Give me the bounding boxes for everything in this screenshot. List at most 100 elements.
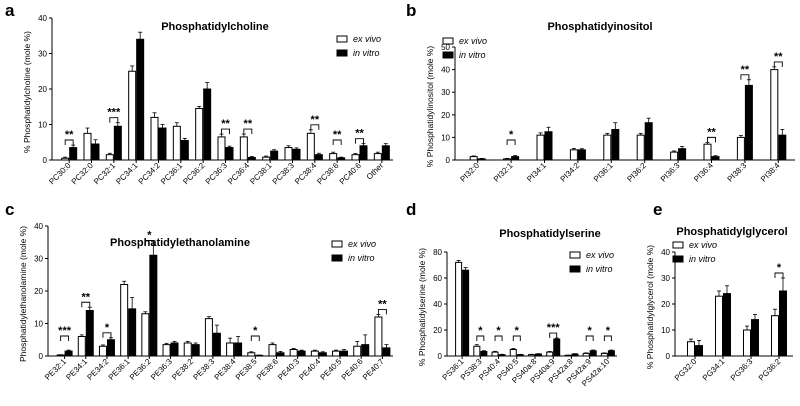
significance-bracket — [512, 335, 521, 341]
significance-marker: * — [606, 325, 611, 337]
significance-marker: ** — [82, 291, 91, 303]
y-tick-label: 0 — [438, 352, 443, 361]
bar-in-vitro — [203, 88, 212, 161]
x-tick-label: PI32:0 — [458, 161, 481, 184]
significance-marker: * — [515, 325, 520, 337]
bar-ex-vivo — [83, 132, 92, 161]
significance-bracket — [332, 139, 342, 145]
x-tick-label: PI36:1 — [592, 161, 615, 184]
significance-marker: ** — [311, 114, 320, 126]
panel-label: b — [406, 1, 416, 20]
significance-bracket — [64, 139, 74, 145]
x-tick-label: PG36:3 — [729, 357, 755, 383]
panel-title: Phosphatidylcholine — [161, 21, 269, 33]
bar-ex-vivo — [105, 154, 114, 161]
significance-marker: * — [478, 325, 483, 337]
significance-bracket — [310, 124, 320, 130]
significance-bracket — [585, 335, 594, 341]
significance-bracket — [221, 128, 230, 135]
significance-marker: ** — [244, 118, 253, 130]
x-tick-label: PE40:7 — [361, 357, 386, 382]
x-tick-label: PG34:1 — [701, 357, 727, 383]
bar-ex-vivo — [150, 116, 159, 161]
bar-ex-vivo — [353, 345, 362, 357]
significance-bracket — [144, 240, 154, 246]
x-tick-label: PC36:4 — [226, 161, 252, 187]
x-tick-label: PC34:1 — [114, 161, 140, 187]
x-tick-label: PC32:0 — [70, 161, 96, 187]
significance-bracket — [250, 335, 260, 341]
bar-in-vitro — [212, 332, 221, 357]
x-tick-label: PE38:3 — [191, 357, 216, 382]
significance-bracket — [740, 74, 750, 80]
panel-label: e — [653, 200, 662, 219]
bar-ex-vivo — [183, 342, 192, 357]
x-tick-label: PC32:1 — [92, 161, 118, 187]
significance-bracket — [476, 335, 485, 341]
bar-in-vitro — [516, 354, 524, 357]
legend-label: in vitro — [348, 253, 375, 263]
y-tick-label: 60 — [433, 274, 442, 283]
y-tick-label: 80 — [433, 248, 442, 257]
x-tick-label: PC38:3 — [271, 161, 297, 187]
bar-in-vitro — [191, 344, 200, 357]
bar-ex-vivo — [262, 156, 271, 161]
bar-in-vitro — [644, 122, 653, 161]
legend-swatch-in-vitro — [442, 51, 454, 59]
bar-ex-vivo — [351, 154, 360, 161]
bar-in-vitro — [170, 342, 179, 357]
bar-ex-vivo — [204, 318, 213, 357]
significance-marker: * — [147, 230, 152, 242]
bar-ex-vivo — [743, 329, 751, 357]
significance-marker: ** — [65, 129, 74, 141]
legend-swatch-ex-vivo — [569, 251, 581, 259]
bar-in-vitro — [225, 147, 234, 161]
bar-ex-vivo — [332, 350, 341, 357]
bar-ex-vivo — [289, 349, 298, 357]
y-tick-label: 20 — [661, 300, 670, 309]
x-tick-label: PI34:1 — [525, 161, 548, 184]
panel-c: c Phosphatidylethanolamine 0 10 20 30 40 Phosph… — [5, 200, 393, 382]
bar-ex-vivo — [491, 351, 499, 357]
legend-swatch-in-vitro — [336, 49, 348, 57]
y-tick-label: 40 — [441, 66, 450, 75]
significance-marker: ** — [741, 64, 750, 76]
panel-title: Phosphatidylglycerol — [676, 226, 787, 238]
bar-ex-vivo — [687, 341, 695, 357]
significance-marker: ** — [707, 126, 716, 138]
x-tick-label: PC38:4 — [293, 161, 319, 187]
x-tick-label: PI36:3 — [659, 161, 682, 184]
legend-swatch-ex-vivo — [442, 37, 454, 45]
bar-ex-vivo — [703, 143, 712, 161]
x-tick-label: PE36:2 — [128, 357, 153, 382]
panel-title: Phosphatidylethanolamine — [110, 237, 250, 249]
bar-in-vitro — [85, 310, 94, 357]
significance-bracket — [773, 61, 783, 67]
bar-in-vitro — [744, 84, 753, 161]
bar-in-vitro — [498, 354, 506, 357]
bar-ex-vivo — [374, 316, 383, 357]
bar-ex-vivo — [636, 134, 645, 161]
bar-ex-vivo — [546, 351, 554, 357]
x-tick-label: PE36:1 — [107, 357, 132, 382]
x-tick-label: PC34:2 — [137, 161, 163, 187]
legend-label: ex vivo — [586, 250, 614, 260]
bar-in-vitro — [382, 347, 391, 357]
x-tick-label: PI34:2 — [559, 161, 582, 184]
bar-ex-vivo — [503, 158, 512, 161]
x-tick-label: PE38:4 — [213, 357, 238, 382]
y-tick-label: 30 — [441, 88, 450, 97]
bar-ex-vivo — [306, 132, 315, 161]
bar-ex-vivo — [373, 153, 382, 161]
bar-in-vitro — [381, 145, 390, 161]
bar-in-vitro — [340, 350, 349, 357]
y-tick-label: 30 — [34, 255, 43, 264]
y-axis-label: % Phosphatidylinositol (mole %) — [425, 46, 435, 168]
significance-bracket — [549, 332, 558, 339]
bar-in-vitro — [778, 134, 787, 161]
panel-label: c — [5, 200, 14, 219]
bar-ex-vivo — [771, 315, 779, 357]
y-tick-label: 10 — [38, 121, 47, 130]
significance-bracket — [774, 272, 784, 278]
